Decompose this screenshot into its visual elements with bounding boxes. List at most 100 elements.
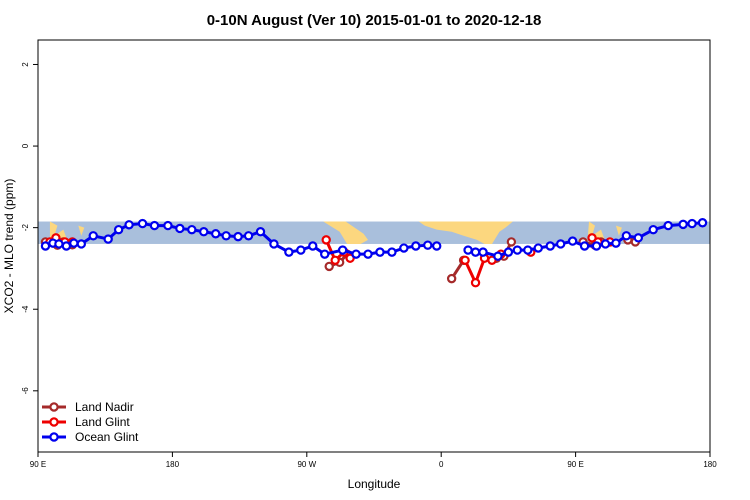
ocean-glint-point bbox=[493, 251, 503, 261]
ocean-glint-point bbox=[76, 239, 87, 249]
ocean-glint-point bbox=[591, 241, 602, 251]
legend-label-ocean-glint: Ocean Glint bbox=[75, 430, 139, 444]
ocean-glint-point bbox=[423, 240, 433, 250]
ocean-glint-point bbox=[255, 227, 266, 237]
ocean-band bbox=[38, 221, 710, 244]
land-glint-point bbox=[587, 233, 597, 243]
series-ocean-glint bbox=[40, 218, 708, 261]
ocean-glint-point bbox=[103, 234, 113, 244]
legend-marker-land-glint bbox=[49, 417, 59, 427]
ocean-glint-point bbox=[243, 231, 254, 241]
legend-label-land-glint: Land Glint bbox=[75, 415, 130, 429]
ocean-glint-point bbox=[523, 245, 533, 255]
ocean-glint-point bbox=[137, 218, 148, 229]
legend-marker-land-nadir bbox=[49, 402, 59, 412]
ocean-glint-point bbox=[69, 238, 79, 248]
ocean-glint-point bbox=[284, 247, 294, 257]
ocean-glint-point bbox=[320, 249, 330, 259]
ocean-glint-point bbox=[512, 245, 523, 255]
ocean-glint-point bbox=[149, 220, 160, 231]
x-axis: 90 E 180 90 W 0 90 E 180 bbox=[30, 452, 717, 469]
y-axis: 2 0 -2 -4 -6 bbox=[21, 62, 38, 395]
legend-marker-ocean-glint bbox=[49, 432, 59, 442]
ocean-glint-point bbox=[221, 231, 231, 241]
chart-title: 0-10N August (Ver 10) 2015-01-01 to 2020… bbox=[207, 12, 542, 29]
ocean-glint-point bbox=[611, 238, 621, 248]
ocean-glint-point bbox=[411, 241, 421, 251]
y-tick-label: -6 bbox=[21, 387, 30, 395]
y-tick-label: -4 bbox=[21, 305, 30, 313]
x-tick-label: 90 E bbox=[30, 460, 46, 469]
land-glint-point bbox=[487, 255, 497, 265]
y-tick-label: 0 bbox=[21, 143, 30, 148]
ocean-glint-point bbox=[555, 239, 566, 249]
ocean-glint-point bbox=[363, 249, 373, 259]
ocean-glint-point bbox=[663, 220, 673, 231]
ocean-glint-point bbox=[40, 241, 51, 251]
ocean-glint-point bbox=[163, 220, 173, 231]
ocean-glint-point bbox=[567, 236, 578, 246]
legend-label-land-nadir: Land Nadir bbox=[75, 400, 134, 414]
x-tick-label: 180 bbox=[703, 460, 717, 469]
land-glint-point bbox=[460, 255, 470, 265]
ocean-glint-point bbox=[399, 243, 409, 253]
ocean-glint-point bbox=[533, 243, 543, 253]
ocean-glint-point bbox=[375, 247, 385, 257]
land-patch bbox=[323, 221, 369, 244]
ocean-glint-point bbox=[308, 241, 318, 251]
ocean-glint-point bbox=[124, 220, 134, 230]
ocean-glint-point bbox=[600, 239, 611, 249]
ocean-glint-point bbox=[648, 224, 658, 235]
land-glint-point bbox=[345, 253, 355, 263]
x-tick-label: 90 E bbox=[567, 460, 583, 469]
x-axis-label: Longitude bbox=[348, 477, 401, 491]
land-patch bbox=[418, 221, 513, 244]
ocean-glint-point bbox=[88, 231, 98, 241]
land-nadir-point bbox=[446, 273, 457, 284]
land-nadir-point bbox=[324, 261, 334, 272]
ocean-glint-point bbox=[269, 239, 279, 249]
land-patch bbox=[78, 225, 85, 236]
land-glint-point bbox=[470, 278, 481, 288]
ocean-glint-point bbox=[337, 245, 348, 255]
ocean-glint-point bbox=[633, 233, 644, 243]
x-tick-label: 0 bbox=[439, 460, 444, 469]
ocean-glint-point bbox=[579, 241, 590, 251]
land-nadir-point bbox=[506, 237, 517, 247]
ocean-glint-point bbox=[113, 224, 124, 235]
ocean-glint-point bbox=[175, 223, 185, 234]
ocean-glint-point bbox=[199, 227, 209, 237]
ocean-glint-point bbox=[61, 241, 72, 251]
ocean-glint-point bbox=[296, 245, 306, 255]
land-glint-point bbox=[321, 235, 331, 245]
ocean-glint-point bbox=[687, 218, 697, 229]
ocean-glint-point bbox=[621, 231, 632, 241]
ocean-glint-point bbox=[503, 247, 514, 257]
ocean-glint-point bbox=[387, 247, 397, 257]
plot-background bbox=[38, 221, 710, 244]
plot-frame bbox=[37, 39, 711, 453]
x-tick-label: 90 W bbox=[297, 460, 316, 469]
ocean-glint-point bbox=[187, 224, 197, 235]
ocean-glint-point bbox=[233, 231, 243, 242]
ocean-glint-point bbox=[470, 247, 481, 257]
ocean-glint-point bbox=[545, 241, 555, 251]
y-axis-label: XCO2 - MLO trend (ppm) bbox=[2, 179, 16, 314]
y-tick-label: -2 bbox=[21, 224, 30, 232]
series-layer bbox=[40, 218, 708, 288]
ocean-glint-point bbox=[351, 249, 361, 259]
land-patch bbox=[615, 225, 622, 236]
land-glint-point bbox=[330, 255, 340, 265]
ocean-glint-point bbox=[54, 239, 64, 249]
ocean-glint-point bbox=[478, 247, 488, 257]
x-tick-label: 180 bbox=[166, 460, 180, 469]
ocean-glint-point bbox=[432, 241, 442, 251]
ocean-glint-point bbox=[678, 219, 688, 230]
y-tick-label: 2 bbox=[21, 62, 30, 67]
ocean-glint-point bbox=[697, 218, 708, 228]
ocean-glint-point bbox=[463, 245, 473, 255]
ocean-glint-point bbox=[211, 229, 221, 239]
ocean-glint-line bbox=[467, 221, 703, 258]
